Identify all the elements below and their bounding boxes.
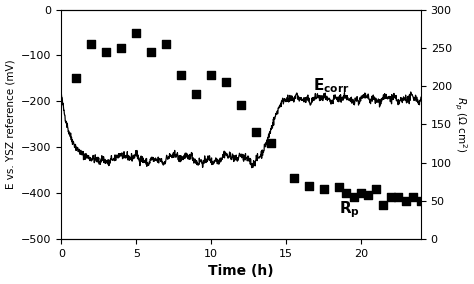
Point — [410, 195, 417, 199]
Point — [417, 199, 425, 203]
Point — [222, 80, 230, 85]
X-axis label: Time (h): Time (h) — [208, 264, 274, 278]
Point — [380, 202, 387, 207]
Y-axis label: $R_p$ ($\Omega$ cm$^2$): $R_p$ ($\Omega$ cm$^2$) — [452, 96, 468, 153]
Point — [402, 199, 410, 203]
Point — [335, 185, 342, 189]
Point — [192, 91, 200, 96]
Point — [237, 103, 245, 108]
Point — [163, 42, 170, 46]
Point — [290, 176, 297, 180]
Point — [395, 195, 402, 199]
Point — [387, 195, 395, 199]
Point — [147, 49, 155, 54]
Point — [177, 72, 185, 77]
Point — [357, 191, 365, 195]
Point — [102, 49, 110, 54]
Point — [372, 187, 380, 192]
Point — [118, 45, 125, 50]
Point — [267, 141, 275, 146]
Point — [207, 72, 215, 77]
Point — [342, 191, 350, 195]
Point — [88, 42, 95, 46]
Text: $\mathbf{E_{corr}}$: $\mathbf{E_{corr}}$ — [313, 76, 350, 95]
Point — [350, 195, 357, 199]
Point — [252, 130, 260, 134]
Point — [320, 187, 328, 192]
Y-axis label: E vs. YSZ reference (mV): E vs. YSZ reference (mV) — [6, 60, 16, 189]
Point — [305, 183, 312, 188]
Point — [132, 30, 140, 35]
Point — [365, 193, 372, 197]
Text: $\mathbf{R_p}$: $\mathbf{R_p}$ — [338, 199, 360, 220]
Point — [73, 76, 80, 81]
